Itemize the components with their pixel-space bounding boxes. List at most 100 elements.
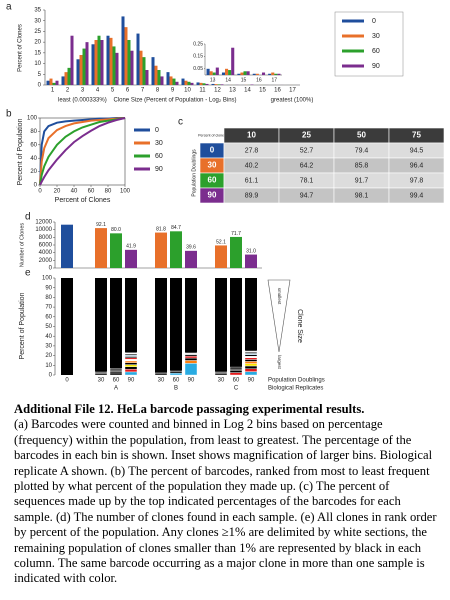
small-clones bbox=[185, 278, 197, 353]
bar bbox=[121, 16, 125, 85]
x-tick-label: 11 bbox=[199, 88, 206, 94]
bar bbox=[67, 67, 71, 85]
bar bbox=[169, 76, 173, 85]
cell-value: 61.1 bbox=[245, 177, 259, 184]
cell-value: 27.8 bbox=[245, 147, 259, 154]
small-clones bbox=[215, 278, 227, 372]
y-tick-label: 10000 bbox=[35, 227, 52, 233]
y-tick-label: 60 bbox=[30, 142, 37, 148]
bar bbox=[175, 81, 179, 85]
line bbox=[39, 117, 126, 186]
y-tick-label: 50 bbox=[45, 324, 52, 330]
y-tick-label: 20 bbox=[45, 353, 52, 359]
panel-letter: b bbox=[6, 109, 12, 120]
size-label: largest bbox=[277, 355, 282, 369]
small-clones bbox=[95, 278, 107, 372]
y-tick-label: 35 bbox=[34, 8, 41, 14]
clone-segment bbox=[124, 357, 138, 360]
clone-segment bbox=[169, 370, 183, 372]
bar bbox=[46, 80, 50, 85]
bar-note: 41.9 bbox=[126, 244, 136, 250]
clone-segment bbox=[229, 370, 243, 373]
bar bbox=[127, 40, 131, 85]
legend-label: 0 bbox=[372, 18, 376, 25]
x-tick-label: 80 bbox=[105, 189, 112, 195]
x-tick-label: 40 bbox=[71, 189, 78, 195]
bar bbox=[52, 82, 56, 85]
size-label: smallest bbox=[277, 288, 282, 305]
bar-note: 52.1 bbox=[216, 239, 226, 245]
cell-value: 99.4 bbox=[410, 192, 424, 199]
clone-segment bbox=[124, 364, 138, 367]
clone-segment bbox=[94, 373, 108, 376]
small-clones bbox=[155, 278, 167, 373]
x-axis-label: Clone Size (Percent of Population - Log₂… bbox=[113, 98, 236, 104]
legend-label: 60 bbox=[155, 153, 163, 160]
legend-label: 30 bbox=[155, 140, 163, 147]
x-tick-label: 8 bbox=[156, 88, 160, 94]
y-tick-label: 80 bbox=[45, 295, 52, 301]
clone-segment bbox=[229, 372, 243, 376]
bar bbox=[85, 42, 89, 85]
bar bbox=[154, 65, 158, 85]
inset-bar bbox=[215, 67, 219, 75]
y-axis-label: Percent of Clones bbox=[18, 24, 24, 72]
inset-x-label: 15 bbox=[241, 77, 247, 83]
bar bbox=[55, 80, 59, 85]
clone-segment bbox=[244, 368, 258, 372]
x-tick-label: 10 bbox=[184, 88, 191, 94]
cell-value: 40.2 bbox=[245, 162, 259, 169]
bar bbox=[130, 50, 134, 85]
clone-segment bbox=[244, 357, 258, 360]
row-axis-label: Population Doublings bbox=[191, 149, 197, 197]
column-header: 25 bbox=[302, 131, 311, 140]
cell-value: 78.1 bbox=[300, 177, 314, 184]
line bbox=[39, 117, 126, 186]
clone-segment bbox=[184, 355, 198, 359]
y-tick-label: 0 bbox=[49, 266, 53, 272]
y-tick-label: 30 bbox=[34, 18, 41, 24]
y-tick-label: 4000 bbox=[39, 250, 53, 256]
clone-segment bbox=[109, 371, 123, 374]
inset-bar bbox=[246, 71, 250, 75]
clone-segment bbox=[244, 350, 258, 352]
x-tick-label: 100 bbox=[120, 189, 131, 195]
clone-segment bbox=[124, 362, 138, 365]
bar bbox=[91, 44, 95, 85]
inset-bar bbox=[209, 71, 213, 75]
bar bbox=[97, 35, 101, 85]
inset-bar bbox=[225, 68, 229, 75]
bar bbox=[110, 233, 122, 268]
clone-segment bbox=[109, 372, 123, 376]
inset-bar bbox=[277, 73, 281, 75]
panel-letter: c bbox=[178, 117, 183, 128]
inset-bar bbox=[252, 73, 256, 75]
clone-segment bbox=[124, 356, 138, 359]
x-tick-label: 17 bbox=[289, 88, 296, 94]
small-clones bbox=[125, 278, 137, 353]
y-tick-label: 10 bbox=[34, 61, 41, 67]
x-axis-label: Percent of Clones bbox=[55, 197, 111, 204]
clone-segment bbox=[244, 361, 258, 364]
cell-value: 96.4 bbox=[410, 162, 424, 169]
cell-value: 97.8 bbox=[410, 177, 424, 184]
clone-segment bbox=[124, 360, 138, 363]
x-tick-label: 30 bbox=[218, 378, 225, 384]
clone-segment bbox=[124, 351, 138, 354]
y-tick-label: 6000 bbox=[39, 243, 53, 249]
clone-segment bbox=[244, 371, 258, 376]
x-tick-label: 15 bbox=[259, 88, 266, 94]
inset-tick-label: 0.05 bbox=[193, 66, 203, 72]
x-tick-label: 3 bbox=[81, 88, 85, 94]
inset-bar bbox=[271, 72, 275, 75]
clone-segment bbox=[124, 366, 138, 370]
bar bbox=[160, 76, 164, 85]
x-tick-label: 30 bbox=[158, 378, 165, 384]
small-clones bbox=[170, 278, 182, 371]
inset-bar bbox=[228, 70, 232, 75]
y-tick-label: 8000 bbox=[39, 235, 53, 241]
x-tick-label: 90 bbox=[188, 378, 195, 384]
bar bbox=[79, 55, 83, 85]
bar bbox=[199, 82, 203, 85]
